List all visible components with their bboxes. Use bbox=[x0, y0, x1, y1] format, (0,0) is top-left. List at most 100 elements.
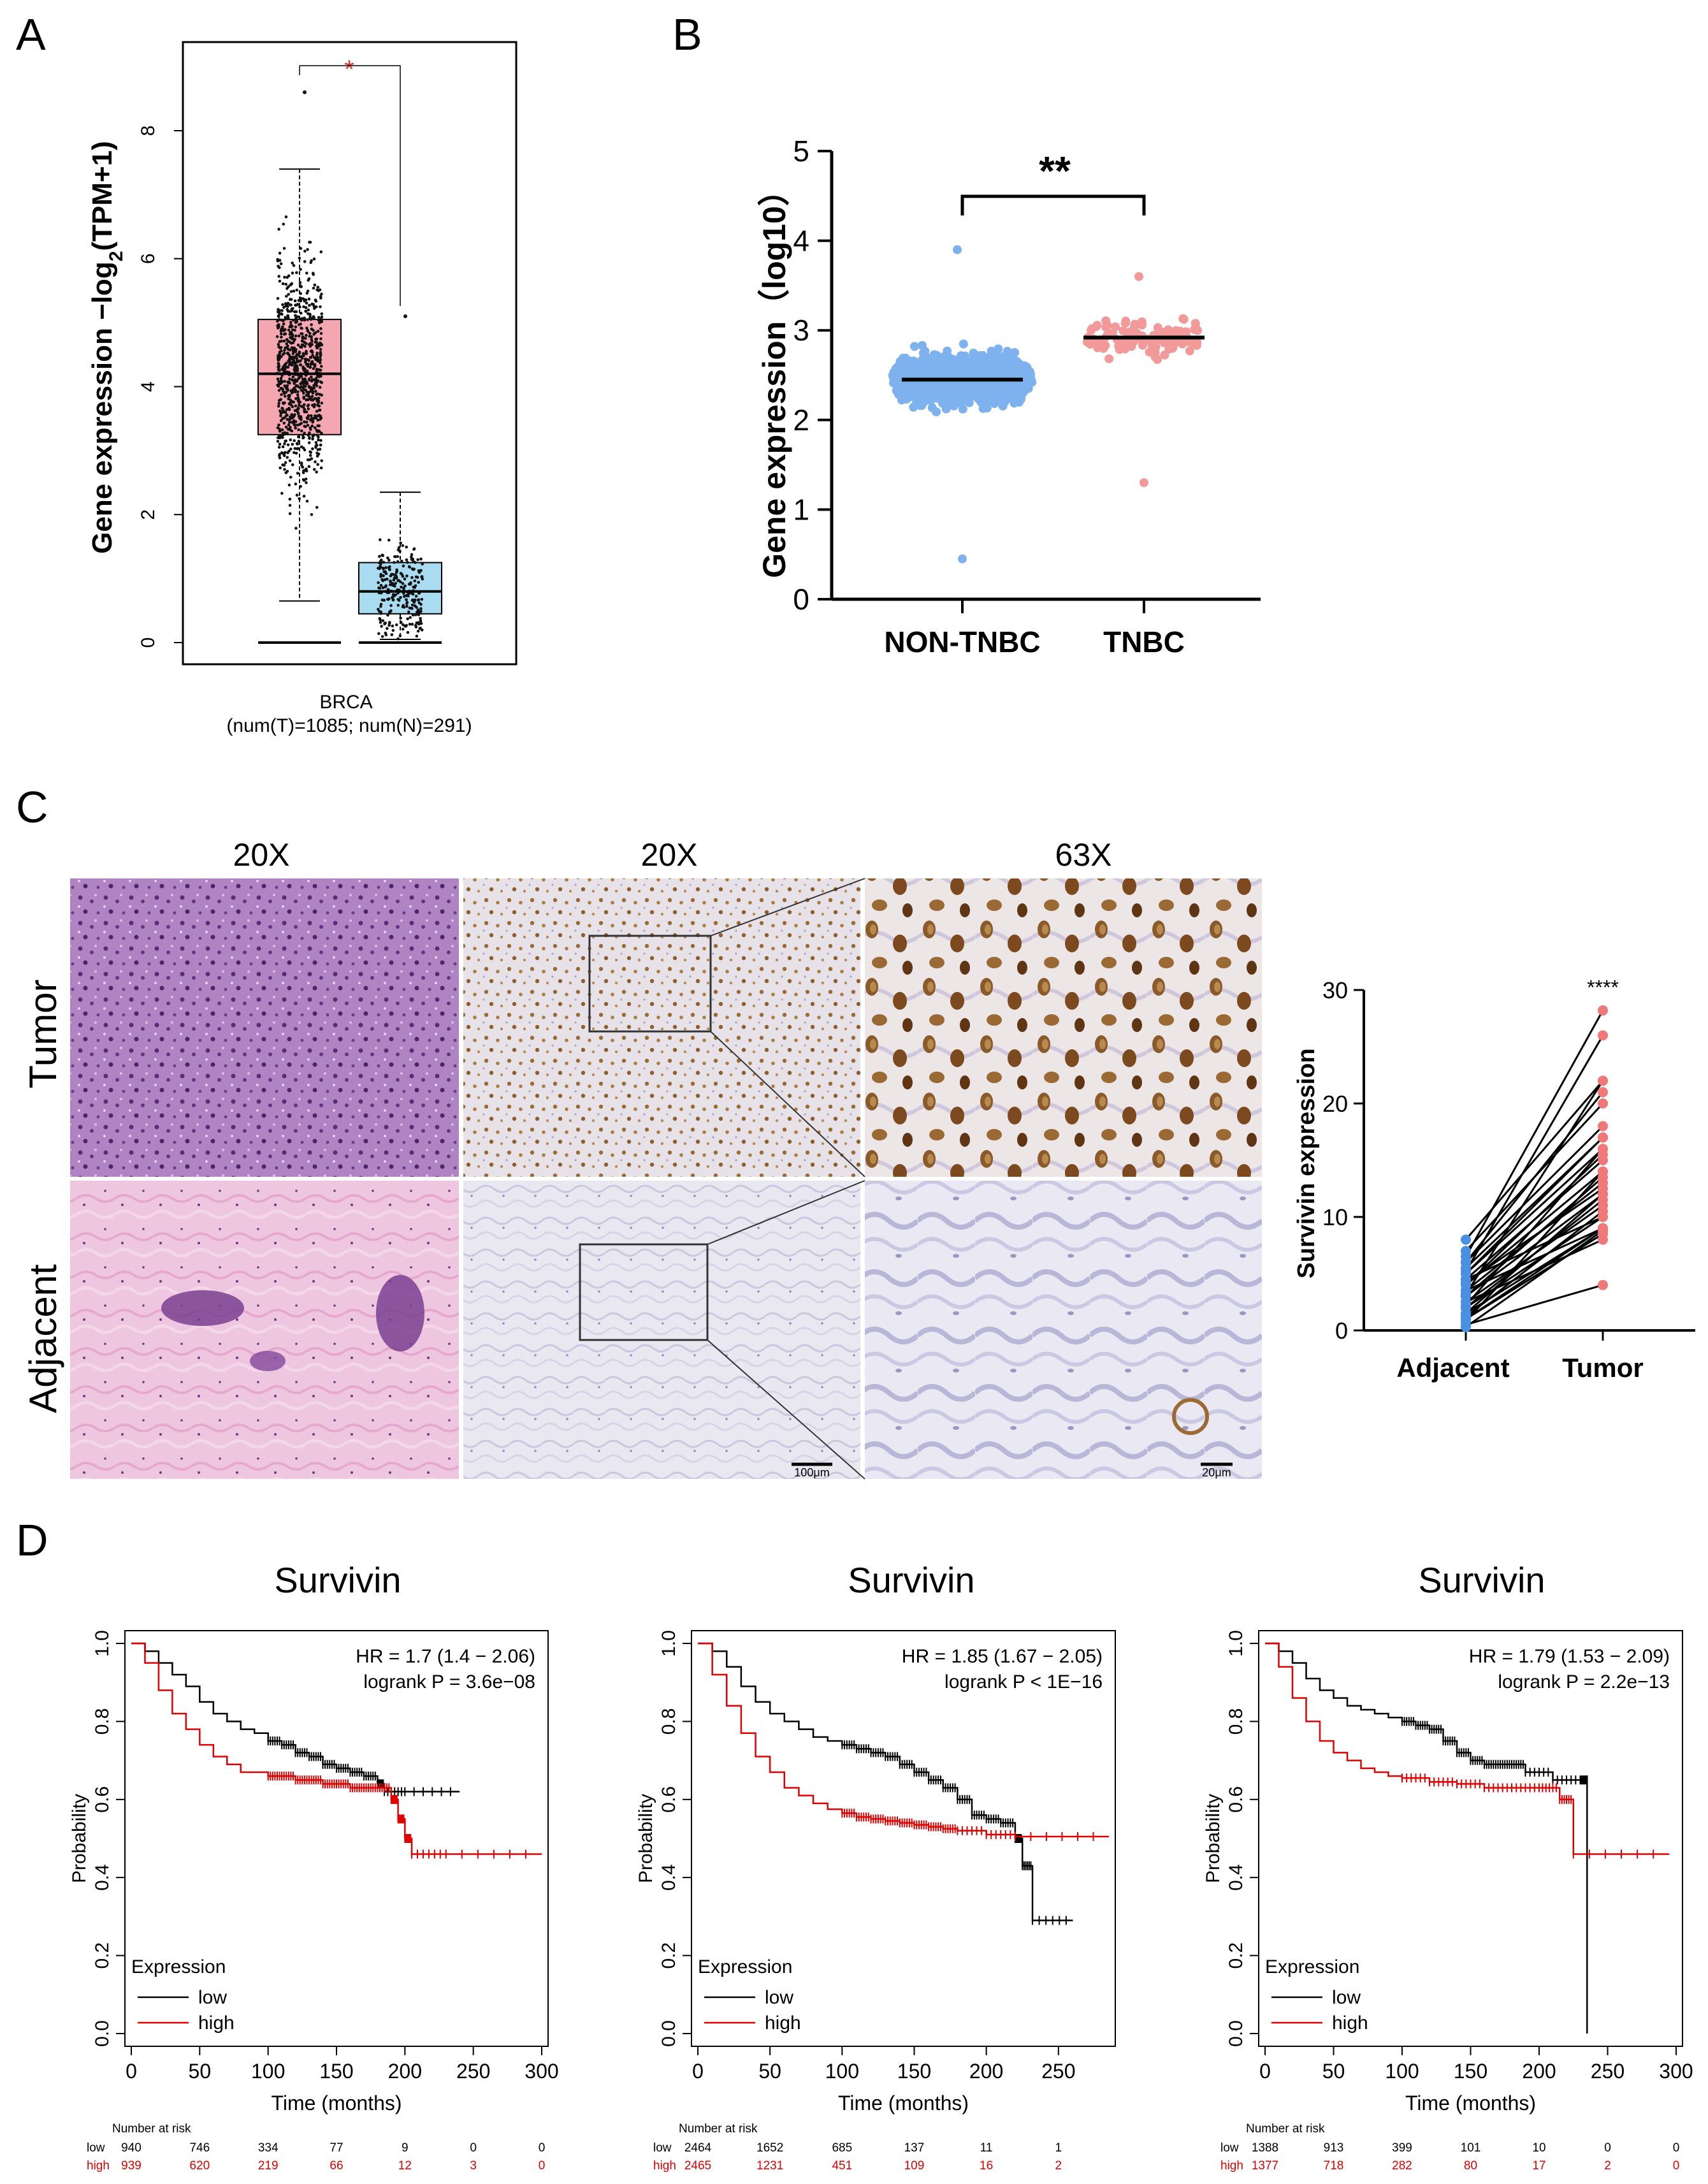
jitter-point bbox=[283, 275, 286, 279]
jitter-point bbox=[417, 601, 421, 604]
jitter-point bbox=[399, 572, 403, 575]
data-point bbox=[917, 396, 927, 405]
jitter-point bbox=[396, 560, 400, 564]
jitter-point bbox=[286, 365, 290, 369]
jitter-point bbox=[317, 316, 321, 319]
jitter-point bbox=[417, 598, 421, 602]
jitter-point bbox=[305, 272, 308, 275]
jitter-point bbox=[277, 368, 280, 371]
jitter-point bbox=[379, 621, 382, 624]
jitter-point bbox=[298, 305, 301, 309]
jitter-point bbox=[419, 607, 423, 611]
jitter-point bbox=[384, 571, 387, 574]
jitter-point bbox=[401, 605, 405, 609]
jitter-point bbox=[384, 566, 387, 569]
jitter-point bbox=[277, 423, 280, 426]
risk-value: 940 bbox=[121, 2141, 141, 2155]
x-tick-label: 200 bbox=[1522, 2060, 1556, 2083]
jitter-point bbox=[294, 426, 297, 430]
jitter-point bbox=[289, 476, 293, 479]
jitter-point bbox=[280, 312, 283, 316]
jitter-point bbox=[288, 393, 291, 397]
scalebar-100um-label: 100μm bbox=[794, 1466, 829, 1479]
image-adjacent-ihc-63x bbox=[865, 1181, 1262, 1479]
jitter-point bbox=[416, 629, 420, 633]
data-point bbox=[998, 401, 1008, 411]
data-point bbox=[920, 357, 929, 367]
jitter-point bbox=[310, 337, 314, 341]
jitter-point bbox=[296, 369, 300, 372]
panel-c-histology: 20X 20X 63X Tumor Adjacent 100μm 20μm bbox=[22, 837, 1262, 1480]
jitter-point bbox=[281, 325, 284, 328]
jitter-point bbox=[299, 484, 303, 488]
x-tick-label: 300 bbox=[1659, 2060, 1693, 2083]
risk-value: 913 bbox=[1324, 2141, 1344, 2155]
jitter-point bbox=[294, 409, 298, 412]
jitter-point bbox=[413, 604, 417, 608]
jitter-point bbox=[298, 386, 301, 389]
jitter-point bbox=[307, 362, 310, 366]
y-tick-label: 10 bbox=[1322, 1204, 1348, 1230]
jitter-point bbox=[305, 302, 308, 305]
data-point bbox=[978, 358, 987, 367]
data-point bbox=[911, 386, 921, 396]
y-tick-label: 1 bbox=[793, 493, 809, 526]
jitter-point bbox=[286, 432, 289, 435]
jitter-point bbox=[296, 442, 300, 446]
jitter-point bbox=[320, 312, 324, 316]
jitter-point bbox=[306, 330, 310, 333]
jitter-point bbox=[319, 443, 322, 447]
jitter-point bbox=[415, 610, 419, 614]
jitter-point bbox=[281, 411, 284, 414]
jitter-point bbox=[390, 633, 394, 636]
jitter-point bbox=[401, 627, 405, 631]
jitter-point bbox=[312, 307, 316, 310]
jitter-point bbox=[303, 340, 306, 344]
jitter-point bbox=[284, 461, 287, 465]
legend-title: Expression bbox=[131, 1956, 226, 1977]
y-tick-label: 1.0 bbox=[92, 1630, 113, 1657]
jitter-point bbox=[403, 624, 407, 628]
jitter-point bbox=[315, 410, 319, 413]
km-xlabel: Time (months) bbox=[1405, 2092, 1536, 2115]
y-tick-label: 0 bbox=[1335, 1318, 1348, 1344]
jitter-point bbox=[284, 471, 288, 474]
jitter-point bbox=[277, 265, 280, 268]
risk-value: 399 bbox=[1392, 2141, 1412, 2155]
jitter-point bbox=[293, 423, 296, 426]
jitter-point bbox=[307, 377, 311, 381]
jitter-point bbox=[393, 555, 397, 558]
jitter-point bbox=[292, 414, 296, 418]
risk-row-label: low bbox=[87, 2141, 105, 2155]
jitter-point bbox=[310, 375, 313, 379]
jitter-point bbox=[303, 317, 307, 321]
risk-value: 939 bbox=[121, 2159, 141, 2173]
risk-value: 17 bbox=[1532, 2159, 1545, 2173]
data-point bbox=[969, 348, 978, 358]
km-p-text: logrank P < 1E−16 bbox=[944, 1671, 1103, 1693]
jitter-point bbox=[289, 398, 293, 402]
data-point bbox=[986, 388, 995, 397]
x-tick-label: 0 bbox=[692, 2060, 704, 2083]
jitter-point bbox=[283, 328, 287, 331]
panel-a-boxplot: Gene expression −log2(TPM+1) * BRCA (num… bbox=[87, 41, 517, 736]
jitter-point bbox=[406, 630, 410, 634]
jitter-point bbox=[312, 286, 315, 290]
jitter-point bbox=[302, 354, 305, 358]
zoom-box-tumor bbox=[588, 935, 712, 1033]
legend-label-high: high bbox=[1332, 2013, 1368, 2034]
y-tick-label: 0.4 bbox=[1226, 1864, 1247, 1891]
y-tick-label: 0.8 bbox=[658, 1708, 679, 1735]
jitter-point bbox=[301, 436, 305, 440]
jitter-point bbox=[287, 363, 291, 367]
jitter-point bbox=[280, 328, 283, 331]
jitter-point bbox=[289, 389, 293, 393]
jitter-point bbox=[293, 299, 297, 303]
jitter-point bbox=[419, 619, 423, 623]
jitter-point bbox=[401, 544, 405, 548]
jitter-point bbox=[296, 472, 300, 475]
risk-value: 0 bbox=[539, 2141, 546, 2155]
data-point bbox=[1011, 397, 1020, 406]
jitter-point bbox=[278, 279, 282, 283]
jitter-point bbox=[281, 445, 285, 449]
